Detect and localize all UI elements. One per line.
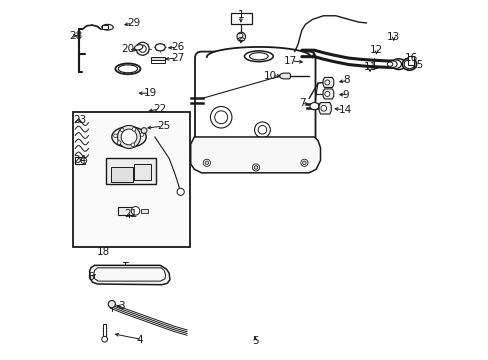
Bar — [134, 164, 150, 180]
Text: 8: 8 — [342, 75, 348, 85]
Ellipse shape — [386, 62, 392, 66]
Text: 25: 25 — [157, 121, 170, 131]
Circle shape — [254, 166, 257, 169]
Text: 9: 9 — [342, 90, 348, 100]
Circle shape — [210, 107, 231, 128]
Text: 21: 21 — [124, 210, 137, 220]
Circle shape — [300, 159, 307, 166]
Polygon shape — [105, 158, 156, 184]
Circle shape — [120, 128, 123, 132]
Text: 26: 26 — [171, 42, 184, 52]
Ellipse shape — [134, 45, 142, 50]
Polygon shape — [319, 103, 330, 114]
Circle shape — [131, 143, 134, 147]
Text: 4: 4 — [137, 334, 143, 345]
Bar — [75, 157, 85, 164]
Circle shape — [177, 188, 184, 195]
Circle shape — [203, 159, 210, 166]
Ellipse shape — [402, 58, 416, 70]
Bar — [150, 60, 164, 63]
Text: 29: 29 — [126, 18, 140, 28]
Bar — [111, 167, 132, 182]
Polygon shape — [94, 268, 165, 281]
Circle shape — [81, 158, 86, 163]
Text: 3: 3 — [118, 301, 124, 311]
Circle shape — [254, 122, 270, 138]
Circle shape — [214, 111, 227, 124]
Circle shape — [102, 336, 107, 342]
Text: 11: 11 — [363, 62, 376, 72]
Circle shape — [117, 141, 121, 144]
Polygon shape — [323, 77, 333, 87]
Circle shape — [204, 161, 208, 165]
Text: 12: 12 — [369, 45, 382, 55]
Ellipse shape — [118, 65, 137, 73]
Text: 14: 14 — [338, 105, 351, 115]
Text: 28: 28 — [69, 31, 82, 41]
Polygon shape — [279, 73, 290, 79]
Circle shape — [108, 301, 115, 308]
Text: 22: 22 — [153, 104, 166, 114]
Circle shape — [131, 207, 140, 215]
Text: 6: 6 — [87, 272, 94, 282]
Polygon shape — [112, 127, 146, 147]
Circle shape — [132, 127, 136, 131]
Ellipse shape — [244, 51, 273, 62]
FancyBboxPatch shape — [195, 51, 315, 143]
Polygon shape — [190, 137, 320, 173]
Text: 19: 19 — [144, 88, 157, 98]
Bar — [102, 25, 107, 30]
Ellipse shape — [391, 59, 405, 69]
Circle shape — [136, 42, 149, 55]
Bar — [230, 13, 251, 24]
Bar — [118, 207, 133, 215]
Ellipse shape — [309, 103, 318, 110]
Polygon shape — [323, 89, 333, 99]
Text: 15: 15 — [410, 60, 423, 70]
Ellipse shape — [389, 60, 401, 68]
Bar — [141, 209, 147, 213]
Circle shape — [117, 126, 140, 148]
Ellipse shape — [388, 61, 396, 67]
Text: 7: 7 — [299, 98, 305, 108]
Text: 2: 2 — [237, 33, 244, 43]
Text: 20: 20 — [121, 44, 134, 54]
Bar — [150, 57, 164, 59]
Text: 5: 5 — [251, 336, 258, 346]
Polygon shape — [89, 265, 169, 285]
Circle shape — [324, 91, 329, 96]
Circle shape — [237, 32, 245, 41]
Ellipse shape — [102, 24, 113, 30]
Bar — [407, 56, 414, 64]
Circle shape — [114, 134, 117, 138]
Text: 16: 16 — [404, 53, 417, 63]
Text: 24: 24 — [73, 155, 86, 165]
Text: 27: 27 — [171, 53, 184, 63]
Circle shape — [141, 128, 147, 134]
Ellipse shape — [155, 44, 165, 51]
Circle shape — [258, 126, 266, 134]
Text: 13: 13 — [386, 32, 400, 41]
Circle shape — [139, 45, 146, 52]
Text: 17: 17 — [283, 56, 296, 66]
Ellipse shape — [249, 53, 267, 60]
Circle shape — [121, 129, 137, 145]
Text: 10: 10 — [263, 71, 276, 81]
Text: 18: 18 — [97, 247, 110, 257]
Circle shape — [320, 105, 326, 111]
Ellipse shape — [115, 63, 140, 74]
Circle shape — [140, 133, 143, 136]
Bar — [73, 112, 190, 247]
Ellipse shape — [238, 38, 244, 41]
Text: 1: 1 — [237, 10, 244, 20]
Circle shape — [302, 161, 305, 165]
Bar — [102, 324, 106, 338]
Ellipse shape — [403, 60, 414, 69]
Circle shape — [324, 80, 329, 85]
Circle shape — [252, 164, 259, 171]
Text: 23: 23 — [73, 115, 86, 125]
